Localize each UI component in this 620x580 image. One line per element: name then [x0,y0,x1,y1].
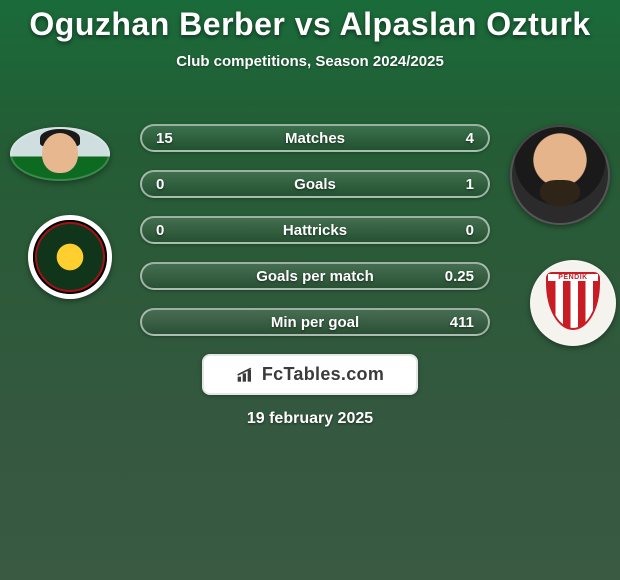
stat-label: Goals [142,176,488,193]
stat-label: Matches [142,130,488,147]
stat-row-hattricks: 0 Hattricks 0 [140,216,490,244]
bar-chart-icon [236,366,256,384]
page-title: Oguzhan Berber vs Alpaslan Ozturk [0,0,620,43]
stat-row-matches: 15 Matches 4 [140,124,490,152]
club-left-badge [28,215,112,299]
stat-row-goals: 0 Goals 1 [140,170,490,198]
stat-label: Min per goal [142,314,488,331]
stat-row-min-per-goal: Min per goal 411 [140,308,490,336]
date-text: 19 february 2025 [0,410,620,428]
stats-panel: 15 Matches 4 0 Goals 1 0 Hattricks 0 Goa… [140,124,490,354]
player-right-avatar [510,125,610,225]
stat-label: Goals per match [142,268,488,285]
stat-row-goals-per-match: Goals per match 0.25 [140,262,490,290]
club-right-badge: PENDIK [530,260,616,346]
player-left-avatar [10,127,110,181]
subtitle: Club competitions, Season 2024/2025 [0,53,620,70]
brand-badge[interactable]: FcTables.com [202,354,418,395]
club-right-label: PENDIK [548,274,598,281]
brand-text: FcTables.com [262,364,384,385]
stat-label: Hattricks [142,222,488,239]
